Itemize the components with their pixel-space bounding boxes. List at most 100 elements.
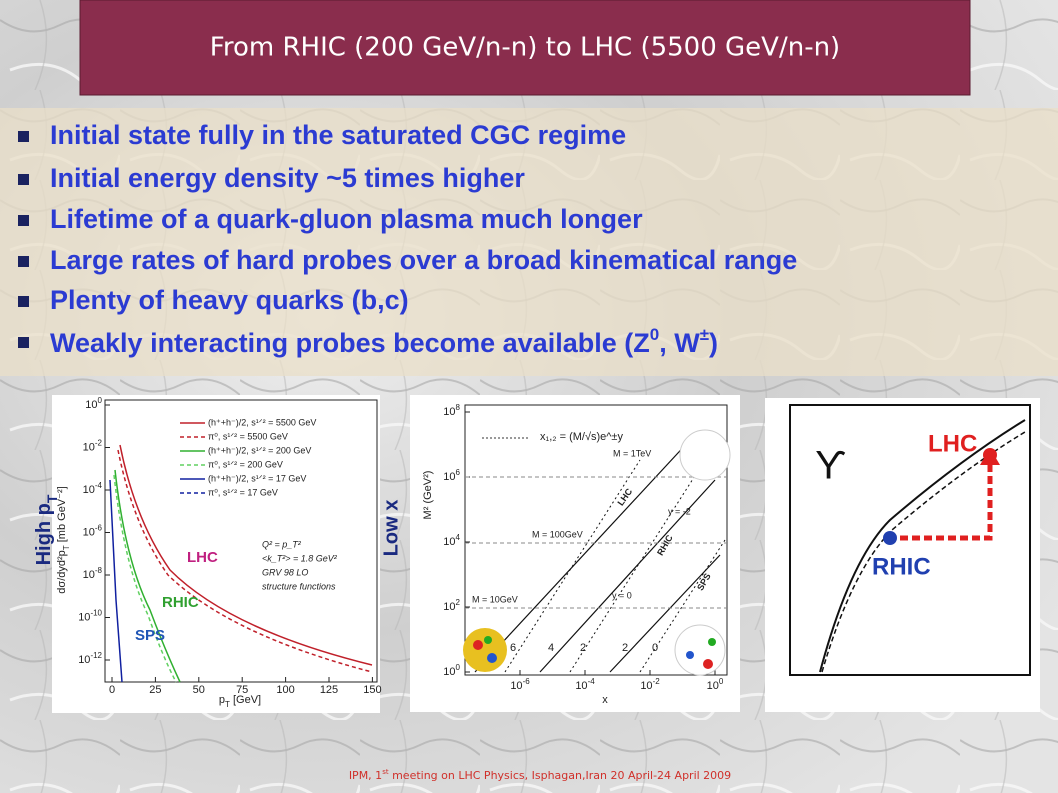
tick-base: 10 [640,680,652,692]
note: Q² = p_T² [262,539,302,549]
tick-label: 10-2 [83,438,103,453]
tick-exponent: -2 [653,677,661,686]
bullet-text: Large rates of hard probes over a broad … [50,245,797,275]
bullet-marker [18,131,29,142]
bullet-part: , W [659,328,700,358]
nucleus-icon [674,624,726,676]
tick-label: 100 [443,663,460,678]
legend-text: (h⁺+h⁻)/2, s¹ᐟ² = 200 GeV [208,445,311,455]
side-label-sub: T [44,494,60,503]
rapidity-label: y = -2 [668,506,691,516]
tick-label: 25 [149,684,161,696]
footer-sup: st [382,768,389,776]
curve-label: RHIC [162,594,199,611]
legend-text: (h⁺+h⁻)/2, s¹ᐟ² = 17 GeV [208,473,306,483]
tick-label: 104 [443,533,460,548]
tick-label: 10-12 [78,651,102,666]
formula: x₁,₂ = (M/√s)e^±y [540,431,623,443]
curve [119,444,373,666]
tick-base: 10 [510,680,522,692]
axis-label-part: [mb GeV⁻²] [56,486,68,545]
legend-text: π⁰, s¹ᐟ² = 200 GeV [208,459,283,469]
tick-exponent: -4 [588,677,596,686]
rapidity-label: y = 0 [612,590,632,600]
tick-label: 75 [236,684,248,696]
bottom-label: 4 [548,642,554,654]
y-axis-label: M² (GeV²) [422,471,434,520]
tick-label: 10-6 [83,523,103,538]
tick-label: 150 [363,684,381,696]
kinematic-lines [474,439,721,673]
curve [114,469,181,683]
parton [686,651,694,659]
tick-base: 10 [443,536,455,548]
parton [708,638,716,646]
axis-label-part: dσ/dyd²p [56,550,68,593]
tick-exponent: 4 [456,533,461,542]
footer-part: meeting on LHC Physics, Isphagan,Iran 20… [389,769,732,782]
tick-label: 50 [193,684,205,696]
curve [113,474,177,683]
tick-exponent: 0 [719,677,724,686]
bullet-marker [18,215,29,226]
side-label: Low x [380,500,402,557]
tick-exponent: -4 [95,481,103,490]
y-axis-label: dσ/dyd²pT [mb GeV⁻²] [56,486,71,593]
figure1-frame [104,399,378,683]
footer-part: IPM, 1 [349,769,382,782]
bullet-part: Weakly interacting probes become availab… [50,328,650,358]
title-box [79,0,971,96]
tick-base: 10 [575,680,587,692]
curve [117,449,373,673]
bottom-label: 2 [622,642,628,654]
bullet-text: Lifetime of a quark-gluon plasma much lo… [50,204,643,234]
tick-label: 10-10 [78,608,102,623]
parton [484,636,492,644]
curve-label: LHC [928,430,977,457]
tick-label: 106 [443,468,460,483]
curve [109,479,123,683]
side-label-part: High p [33,503,55,565]
tick-exponent: -2 [95,438,103,447]
tick-exponent: 6 [456,468,461,477]
tick-label: 10-6 [510,677,530,692]
parton [487,653,497,663]
tick-exponent: 0 [456,663,461,672]
side-label: High pT [33,494,59,565]
axis-label-sub: T [62,545,71,550]
tick-label: 102 [443,598,460,613]
rapidity-lines [504,459,726,673]
bottom-label: 0 [652,642,658,654]
tick-exponent: -6 [95,523,103,532]
tick-base: 10 [83,569,95,581]
bullet-marker [18,337,29,348]
note: <k_T²> = 1.8 GeV² [262,553,338,563]
arrow [888,460,993,541]
tick-base: 10 [443,666,455,678]
parton [473,640,483,650]
tick-base: 10 [83,441,95,453]
tick-base: 10 [443,601,455,613]
bullet-marker [18,296,29,307]
footer: IPM, 1st meeting on LHC Physics, Isphaga… [349,768,731,782]
tick-base: 10 [443,406,455,418]
tick-label: 125 [320,684,338,696]
legend-text: π⁰, s¹ᐟ² = 17 GeV [208,487,278,497]
tick-label: 100 [276,684,294,696]
mass-label: M = 1TeV [613,448,651,458]
figure2-frame [464,404,728,676]
axis-label-part: [GeV] [230,694,261,706]
tick-base: 10 [83,526,95,538]
tick-exponent: -8 [95,566,103,575]
tick-base: 10 [78,611,90,623]
tick-label: 10-2 [640,677,660,692]
nucleus-icon [463,628,507,672]
tick-exponent: -10 [90,608,102,617]
x-axis-label: pT [GeV] [219,694,261,709]
tick-label: 10-8 [83,566,103,581]
bullet-marker [18,256,29,267]
legend-text: π⁰, s¹ᐟ² = 5500 GeV [208,431,288,441]
curve-label: LHC [187,549,218,566]
bullet-part: ) [709,328,718,358]
